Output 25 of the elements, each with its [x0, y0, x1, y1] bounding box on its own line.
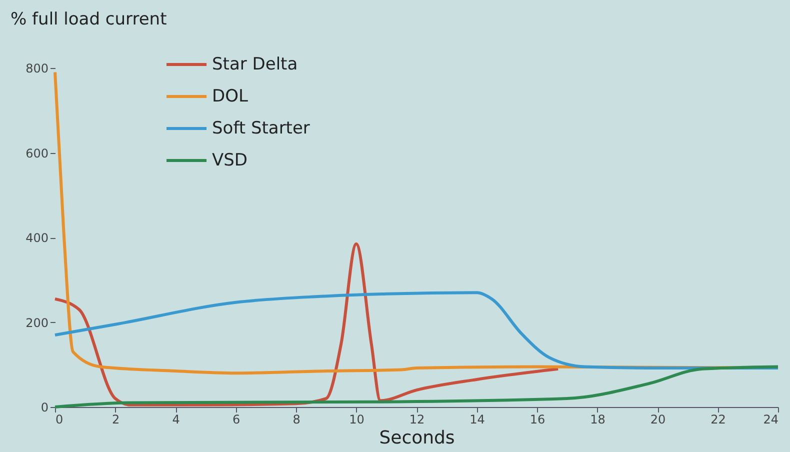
x-tick-label: 22 [710, 412, 726, 426]
y-tick-label: 400 [26, 231, 48, 245]
x-tick-label: 20 [650, 412, 666, 426]
x-tick-label: 18 [590, 412, 606, 426]
x-axis-title: Seconds [379, 428, 455, 448]
x-tick-label: 12 [409, 412, 425, 426]
line-series [54, 242, 560, 406]
legend-label: DOL [212, 86, 248, 106]
x-tick-label: 4 [172, 412, 180, 426]
y-tick-label: 200 [26, 316, 48, 330]
x-tick-label: 14 [470, 412, 485, 426]
y-tick-label: 0 [40, 400, 48, 414]
x-tick-label: 24 [763, 412, 778, 426]
x-tick-label: 2 [112, 412, 120, 426]
x-tick-label: 16 [530, 412, 546, 426]
x-tick-label: 10 [349, 412, 364, 426]
legend-label: VSD [212, 150, 248, 170]
x-tick-label: 8 [292, 412, 300, 426]
legend-label: Soft Starter [212, 118, 310, 138]
x-tick-label: 0 [56, 412, 64, 426]
x-tick-label: 6 [232, 412, 240, 426]
legend-label: Star Delta [212, 54, 298, 74]
y-axis-title: % full load current [10, 10, 168, 30]
y-tick-label: 800 [26, 62, 48, 76]
y-tick-label: 600 [26, 146, 48, 160]
